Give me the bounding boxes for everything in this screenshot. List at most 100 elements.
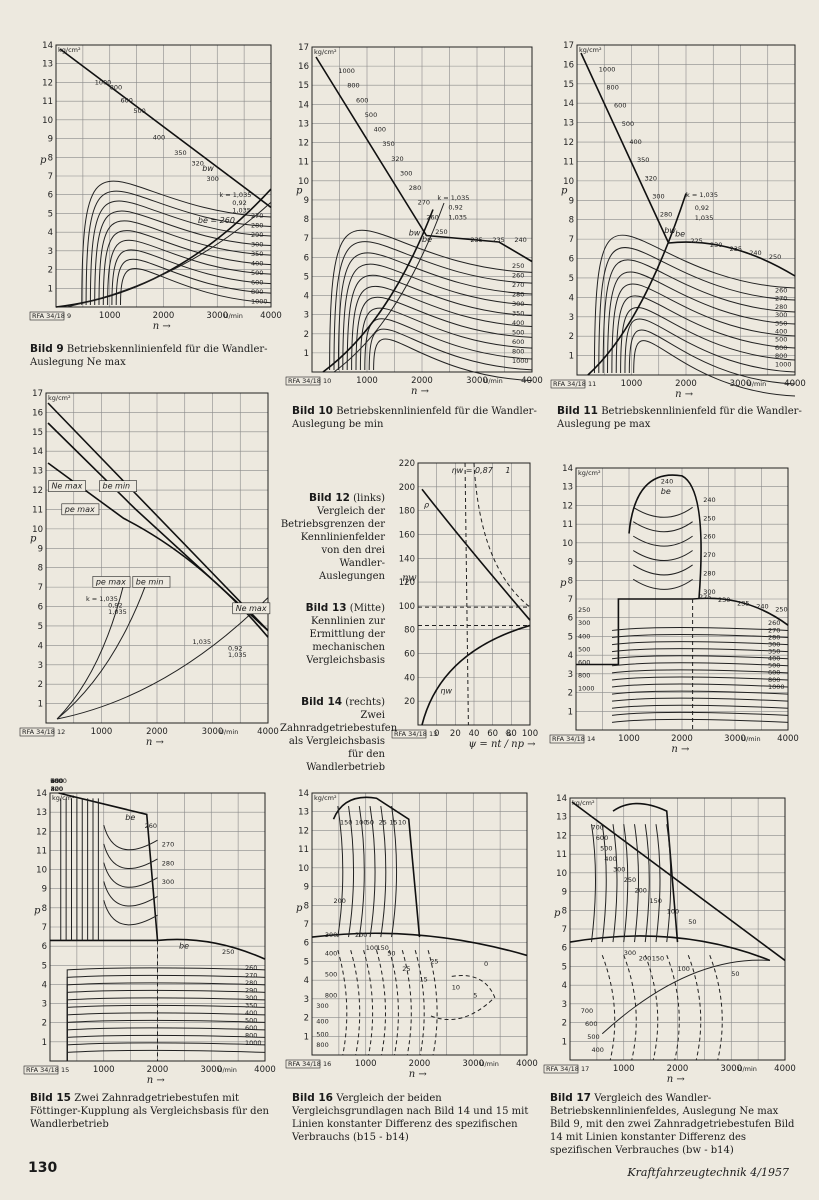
- iso-consumption-curve: [66, 1034, 266, 1061]
- y-tick-label: 20: [404, 697, 415, 707]
- difference-label: 25: [402, 965, 410, 973]
- envelope-label: 320: [645, 174, 657, 182]
- x-tick-label: 4000: [516, 1059, 538, 1069]
- y-tick-label: 7: [569, 235, 574, 245]
- envelope-label: 1000: [599, 65, 616, 73]
- x-tick-label: 3000: [206, 311, 228, 321]
- lower-label: 225: [699, 593, 711, 601]
- eta-087-curve: [473, 462, 531, 608]
- x-tick-label: 2000: [409, 1059, 431, 1069]
- figure-stamp: RFA 34/18 17: [546, 1065, 589, 1073]
- lower-label: 250: [222, 948, 234, 956]
- x-tick-label: 2000: [667, 1064, 689, 1074]
- iso-consumption-curve: [120, 267, 272, 306]
- difference-label: 150: [652, 954, 664, 962]
- difference-label: 500: [325, 970, 337, 978]
- lower-label: 400: [245, 1009, 257, 1017]
- iso-consumption-curve: [628, 329, 796, 385]
- y-tick-label: 13: [562, 483, 573, 493]
- difference-line: [388, 950, 399, 1056]
- envelope-label: 260: [426, 213, 438, 221]
- lower-label: 270: [245, 971, 257, 979]
- iso-consumption-curve: [632, 578, 693, 590]
- y-tick-label: 3: [568, 670, 573, 680]
- y-axis-label: p: [34, 906, 41, 917]
- upper-label: 280: [162, 859, 174, 867]
- iso-consumption-curve: [94, 210, 272, 306]
- iso-consumption-curve: [66, 974, 266, 1061]
- y-tick-label: 3: [38, 661, 43, 671]
- y-tick-label: 11: [556, 850, 567, 860]
- y-tick-label: 5: [38, 622, 43, 632]
- y-tick-label: 14: [42, 41, 53, 51]
- page-number: 130: [28, 1160, 58, 1176]
- y-tick-label: 13: [42, 60, 53, 70]
- difference-label: 200: [334, 897, 346, 905]
- upper-envelope: [58, 792, 159, 941]
- x-tick-label: 4000: [257, 727, 279, 737]
- lower-label: 800: [245, 1031, 257, 1039]
- y-tick-label: 13: [298, 119, 309, 129]
- figure-stamp-box: [23, 1065, 59, 1075]
- x-tick-label: 100: [522, 729, 538, 739]
- y-tick-label: 3: [304, 995, 309, 1005]
- iso-consumption-curve: [66, 1049, 266, 1061]
- y-tick-label: 4: [569, 293, 574, 303]
- difference-line: [350, 950, 361, 1056]
- caption-suffix: (links): [353, 493, 385, 504]
- x-axis-label: n →: [146, 737, 165, 748]
- iso-consumption-curve: [333, 241, 533, 371]
- figure-stamp-box: [549, 734, 585, 744]
- x-unit: U/min: [224, 312, 243, 320]
- difference-line: [591, 824, 596, 943]
- y-tick-label: 140: [399, 554, 415, 564]
- envelope-label: 400: [374, 126, 386, 134]
- figure-stamp-box: [543, 1064, 579, 1074]
- x-tick-label: 3000: [200, 1065, 222, 1075]
- y-unit: kg/cm²: [579, 46, 602, 54]
- difference-label: 15: [420, 976, 428, 984]
- y-tick-label: 12: [36, 827, 47, 837]
- be-label: be: [422, 235, 432, 244]
- figure-bild-13: 20 40 60 80 100 120 140 160 180 200 220 0 20 40 60 80 10…: [391, 455, 543, 755]
- difference-label: 200: [639, 954, 651, 962]
- eta-1-line: [464, 462, 469, 726]
- iso-consumption-curve: [111, 249, 272, 306]
- y-axis-label: p: [40, 155, 47, 166]
- iso-consumption-curve: [611, 648, 789, 653]
- difference-line: [601, 955, 616, 1061]
- y-tick-label: 1: [48, 284, 53, 294]
- lower-envelope: [50, 938, 266, 960]
- envelope-label: 270: [418, 199, 430, 207]
- caption-label: Bild 17: [550, 1092, 591, 1104]
- difference-label: 400: [592, 1046, 604, 1054]
- y-tick-label: 11: [562, 520, 573, 530]
- y-tick-label: 3: [48, 247, 53, 257]
- right-label: 300: [512, 300, 524, 308]
- top-label: 235: [470, 236, 482, 244]
- iso-consumption-curve: [611, 634, 789, 639]
- figure-stamp-box: [550, 379, 586, 389]
- y-axis-label: ηw: [402, 573, 417, 584]
- difference-line: [655, 824, 661, 943]
- iso-consumption-curve: [107, 239, 272, 306]
- iso-consumption-curve: [611, 626, 789, 631]
- difference-line: [644, 955, 659, 1061]
- y-tick-label: 17: [563, 41, 574, 51]
- right-label: 270: [512, 281, 524, 289]
- x-tick-label: 1000: [91, 727, 113, 737]
- envelope-label: 250: [435, 228, 447, 236]
- lower-label: 260: [768, 619, 780, 627]
- bw-label: bw: [664, 226, 676, 235]
- difference-line: [601, 824, 607, 943]
- x-tick-label: 2000: [147, 1065, 169, 1075]
- y-tick-label: 4: [304, 976, 309, 986]
- envelope-label: 350: [174, 149, 186, 157]
- top-label: 250: [769, 253, 781, 261]
- k-label: 0,92: [232, 199, 246, 207]
- k-label: 0,92: [228, 644, 242, 652]
- lower-label: 500: [245, 1016, 257, 1024]
- iso-consumption-curve: [624, 318, 796, 374]
- difference-label: 250: [624, 876, 636, 884]
- y-tick-label: 5: [562, 962, 567, 972]
